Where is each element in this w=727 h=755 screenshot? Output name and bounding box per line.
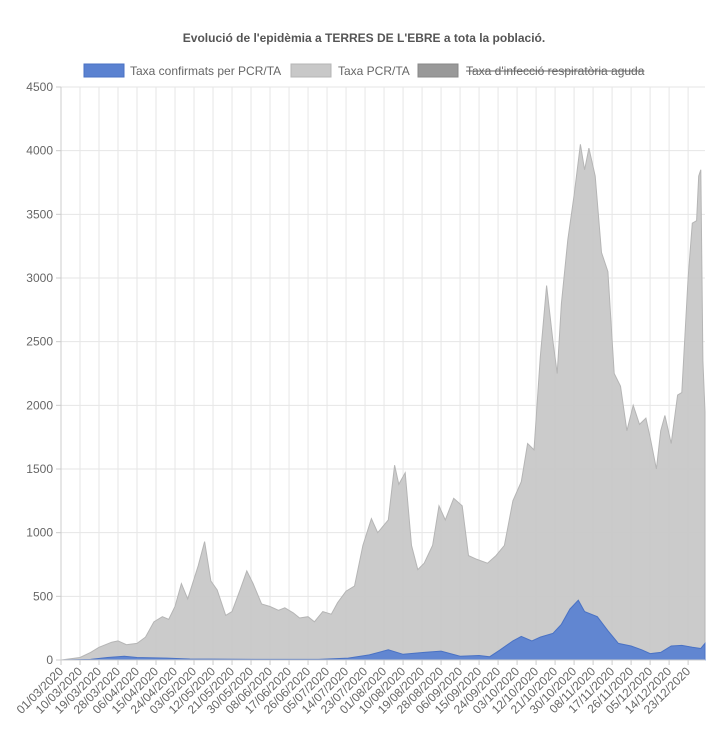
y-tick-label: 1000	[26, 526, 53, 540]
y-tick-label: 4500	[26, 80, 53, 94]
y-tick-label: 2000	[26, 398, 53, 412]
legend: Taxa confirmats per PCR/TA Taxa PCR/TA Tax…	[83, 63, 645, 78]
series-area-1	[60, 144, 706, 661]
y-tick-label: 0	[46, 653, 53, 667]
legend-swatch[interactable]	[417, 63, 459, 78]
y-tick-label: 1500	[26, 462, 53, 476]
y-tick-label: 4000	[26, 144, 53, 158]
y-tick-label: 2500	[26, 335, 53, 349]
axes	[60, 87, 705, 661]
legend-label[interactable]: Taxa confirmats per PCR/TA	[130, 64, 281, 78]
chart-title: Evolució de l'epidèmia a TERRES DE L'EBR…	[183, 31, 545, 45]
legend-swatch[interactable]	[83, 63, 125, 78]
y-tick-label: 500	[33, 589, 53, 603]
y-tick-label: 3000	[26, 271, 53, 285]
legend-swatch[interactable]	[290, 63, 332, 78]
y-axis-ticks: 0 500 1000 1500 2000 2500 3000 3500 4000 4500	[26, 80, 61, 667]
data-areas	[60, 144, 706, 661]
y-tick-label: 3500	[26, 207, 53, 221]
legend-label[interactable]: Taxa PCR/TA	[338, 64, 410, 78]
series-area-0	[60, 599, 706, 661]
x-axis-ticks: 01/03/202010/03/202019/03/202028/03/2020…	[14, 660, 693, 717]
